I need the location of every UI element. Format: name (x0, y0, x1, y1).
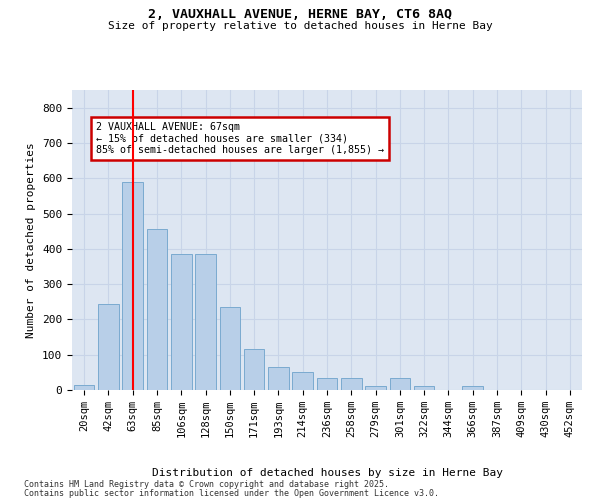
Bar (244, 350, 265, 390)
Bar (268, 367, 289, 390)
Bar (220, 307, 240, 390)
Bar (292, 372, 313, 390)
Y-axis label: Number of detached properties: Number of detached properties (26, 142, 37, 338)
Text: Contains public sector information licensed under the Open Government Licence v3: Contains public sector information licen… (24, 488, 439, 498)
Text: Size of property relative to detached houses in Herne Bay: Size of property relative to detached ho… (107, 21, 493, 31)
Bar (98, 304, 119, 390)
Bar (365, 386, 386, 390)
Bar (195, 254, 216, 390)
Text: 2 VAUXHALL AVENUE: 67sqm
← 15% of detached houses are smaller (334)
85% of semi-: 2 VAUXHALL AVENUE: 67sqm ← 15% of detach… (96, 122, 384, 155)
Text: Distribution of detached houses by size in Herne Bay: Distribution of detached houses by size … (151, 468, 503, 477)
Text: Contains HM Land Registry data © Crown copyright and database right 2025.: Contains HM Land Registry data © Crown c… (24, 480, 389, 489)
Bar (74, 384, 94, 390)
Bar (146, 230, 167, 390)
Bar (414, 386, 434, 390)
Bar (317, 378, 337, 390)
Bar (122, 182, 143, 390)
Bar (463, 386, 483, 390)
Bar (341, 378, 362, 390)
Text: 2, VAUXHALL AVENUE, HERNE BAY, CT6 8AQ: 2, VAUXHALL AVENUE, HERNE BAY, CT6 8AQ (148, 8, 452, 20)
Bar (389, 378, 410, 390)
Bar (171, 254, 191, 390)
